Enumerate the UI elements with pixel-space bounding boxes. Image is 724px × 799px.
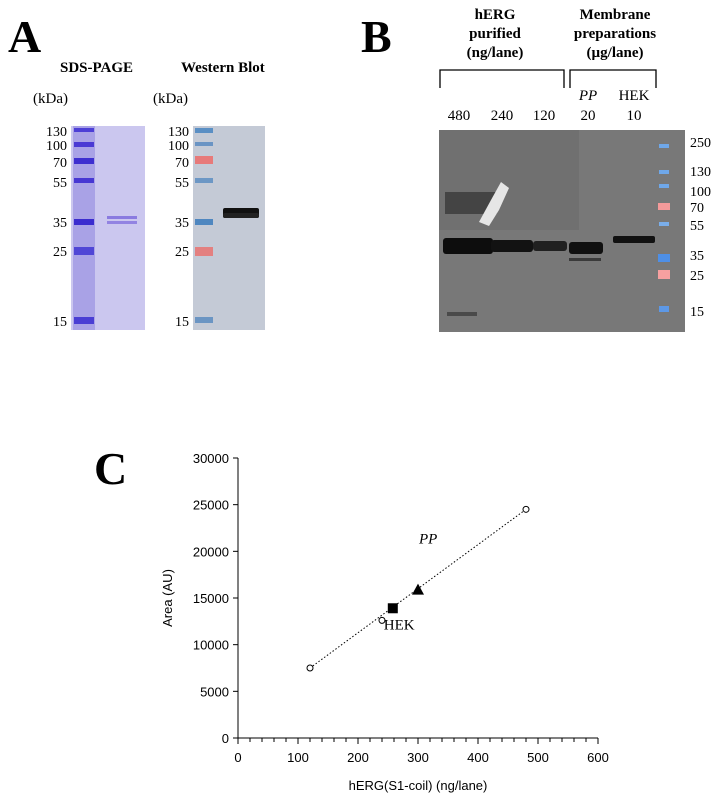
- y-tick-label: 0: [222, 731, 229, 746]
- annotation-pp: PP: [418, 532, 437, 548]
- x-tick-label: 200: [347, 750, 369, 765]
- wb-marker-15: 15: [175, 315, 189, 330]
- x-axis-label: hERG(S1-coil) (ng/lane): [349, 778, 488, 793]
- calibration-chart: 0 100 200 300 400 500 600 0 5000 10000 15000 20000 2…: [160, 451, 609, 793]
- panel-b-bands: [439, 130, 685, 332]
- b-marker-55: 55: [690, 219, 704, 234]
- y-tick-label: 10000: [193, 638, 229, 653]
- membrane-title-line-2: preparations: [573, 26, 657, 42]
- b-marker-250: 250: [690, 136, 711, 151]
- sds-marker-35: 35: [53, 216, 67, 231]
- wb-kda-label: (kDa): [153, 91, 188, 107]
- wb-blot-bands: [195, 128, 259, 323]
- x-tick-label: 0: [234, 750, 241, 765]
- data-point-purified: [378, 616, 386, 624]
- panel-c-letter: C: [94, 443, 128, 494]
- membrane-title-line-1: Membrane: [579, 7, 651, 23]
- sds-marker-25: 25: [53, 245, 67, 260]
- lane-value-240: 240: [490, 108, 514, 124]
- sds-page-title: SDS-PAGE: [60, 60, 134, 76]
- panel-a-letter: A: [8, 11, 42, 62]
- x-tick-label: 600: [587, 750, 609, 765]
- x-tick-label: 300: [407, 750, 429, 765]
- x-tick-label: 500: [527, 750, 549, 765]
- y-tick-label: 15000: [193, 591, 229, 606]
- lane-value-120: 120: [532, 108, 556, 124]
- sds-marker-70: 70: [53, 156, 67, 171]
- herg-title-line-2: purified: [469, 26, 521, 42]
- lane-value-10: 10: [626, 108, 642, 124]
- western-blot-membrane: [193, 126, 265, 330]
- sds-marker-15: 15: [53, 315, 67, 330]
- y-tick-label: 30000: [193, 451, 229, 466]
- b-marker-15: 15: [690, 305, 704, 320]
- lane-name-pp: PP: [578, 88, 598, 104]
- wb-marker-100: 100: [168, 139, 189, 154]
- x-tick-label: 100: [287, 750, 309, 765]
- data-point-hek: [387, 603, 398, 614]
- sds-page-gel: [71, 126, 145, 330]
- wb-marker-25: 25: [175, 245, 189, 260]
- membrane-preparations-title: Membrane preparations (µg/lane): [560, 6, 670, 63]
- wb-marker-35: 35: [175, 216, 189, 231]
- herg-title-line-1: hERG: [474, 7, 516, 23]
- sds-marker-130: 130: [46, 125, 67, 140]
- data-point-purified: [522, 505, 530, 513]
- lane-value-20: 20: [580, 108, 596, 124]
- membrane-title-line-3: (µg/lane): [586, 45, 644, 61]
- lane-name-hek: HEK: [618, 88, 650, 104]
- x-tick-label: 400: [467, 750, 489, 765]
- panel-b-letter: B: [361, 11, 392, 62]
- y-tick-label: 5000: [200, 684, 229, 699]
- herg-title-line-3: (ng/lane): [466, 45, 524, 61]
- panel-b-blot: [439, 130, 685, 332]
- y-tick-label: 20000: [193, 544, 229, 559]
- wb-marker-55: 55: [175, 176, 189, 191]
- b-marker-130: 130: [690, 165, 711, 180]
- group-brackets: [439, 69, 657, 88]
- data-point-pp: [412, 583, 424, 595]
- sds-marker-100: 100: [46, 139, 67, 154]
- data-point-purified: [306, 664, 314, 672]
- b-marker-35: 35: [690, 249, 704, 264]
- western-blot-title: Western Blot: [181, 60, 265, 76]
- wb-marker-130: 130: [168, 125, 189, 140]
- sds-kda-label: (kDa): [33, 91, 68, 107]
- y-tick-label: 25000: [193, 498, 229, 513]
- lane-value-480: 480: [447, 108, 471, 124]
- y-axis-label: Area (AU): [160, 569, 175, 627]
- b-marker-100: 100: [690, 185, 711, 200]
- sds-gel-bands: [73, 126, 137, 330]
- wb-marker-70: 70: [175, 156, 189, 171]
- herg-purified-title: hERG purified (ng/lane): [450, 6, 540, 63]
- b-marker-70: 70: [690, 201, 704, 216]
- b-marker-25: 25: [690, 269, 704, 284]
- sds-marker-55: 55: [53, 176, 67, 191]
- annotation-hek: HEK: [384, 617, 415, 633]
